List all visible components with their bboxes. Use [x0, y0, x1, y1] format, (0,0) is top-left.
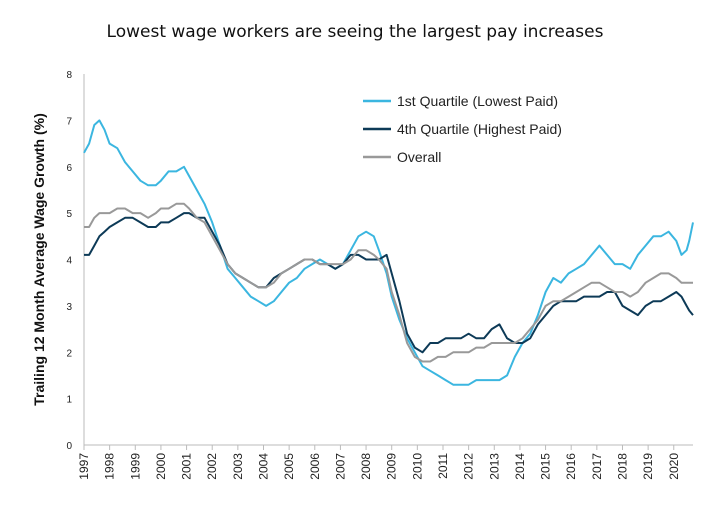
- legend: 1st Quartile (Lowest Paid) 4th Quartile (…: [363, 93, 562, 165]
- x-tick-label: 1997: [77, 453, 91, 480]
- y-axis-label: Trailing 12 Month Average Wage Growth (%…: [31, 113, 47, 405]
- legend-label: 1st Quartile (Lowest Paid): [397, 93, 558, 109]
- x-tick-label: 1999: [128, 453, 142, 480]
- x-tick-label: 2011: [436, 453, 450, 479]
- x-tick-label: 2009: [385, 453, 399, 480]
- x-tick-label: 2005: [282, 453, 296, 480]
- x-tick-label: 1998: [103, 453, 117, 480]
- x-tick-label: 2014: [513, 453, 527, 480]
- x-tick-label: 2019: [641, 453, 655, 480]
- x-tick-label: 2003: [231, 453, 245, 480]
- x-tick-label: 2007: [333, 453, 347, 480]
- x-tick-label: 2015: [539, 453, 553, 480]
- series-lines: [83, 119, 694, 386]
- x-tick-label: 2018: [615, 453, 629, 480]
- x-tick-label: 2020: [667, 453, 681, 480]
- axes: 0 1 2 3 4 5 6 7 8 1997 1998 1999 2000 2001 2002 2003 200…: [31, 70, 693, 480]
- x-tick-label: 2006: [308, 453, 322, 480]
- x-tick-label: 2008: [359, 453, 373, 480]
- x-tick-label: 2002: [205, 453, 219, 480]
- chart-title: Lowest wage workers are seeing the large…: [106, 22, 604, 42]
- series-line-0: [83, 119, 694, 386]
- x-tick-label: 2004: [256, 453, 270, 480]
- series-line-2: [84, 202, 693, 363]
- x-tick-label: 2013: [487, 453, 501, 480]
- y-tick-label: 3: [66, 302, 72, 313]
- x-tick-label: 2016: [564, 453, 578, 480]
- x-tick-label: 2012: [462, 453, 476, 480]
- y-tick-label: 8: [66, 70, 72, 81]
- y-tick-label: 7: [66, 116, 72, 127]
- legend-label: Overall: [397, 149, 441, 165]
- x-tick-label: 2001: [180, 453, 194, 480]
- series-line-1: [84, 212, 694, 354]
- y-tick-label: 2: [66, 348, 72, 359]
- y-tick-label: 5: [66, 209, 72, 220]
- legend-label: 4th Quartile (Highest Paid): [397, 121, 562, 137]
- y-tick-label: 0: [66, 441, 72, 452]
- x-tick-label: 2010: [410, 453, 424, 480]
- y-tick-label: 4: [66, 256, 72, 267]
- x-tick-label: 2000: [154, 453, 168, 480]
- y-tick-label: 6: [66, 163, 72, 174]
- y-tick-label: 1: [66, 395, 72, 406]
- x-tick-label: 2017: [590, 453, 604, 480]
